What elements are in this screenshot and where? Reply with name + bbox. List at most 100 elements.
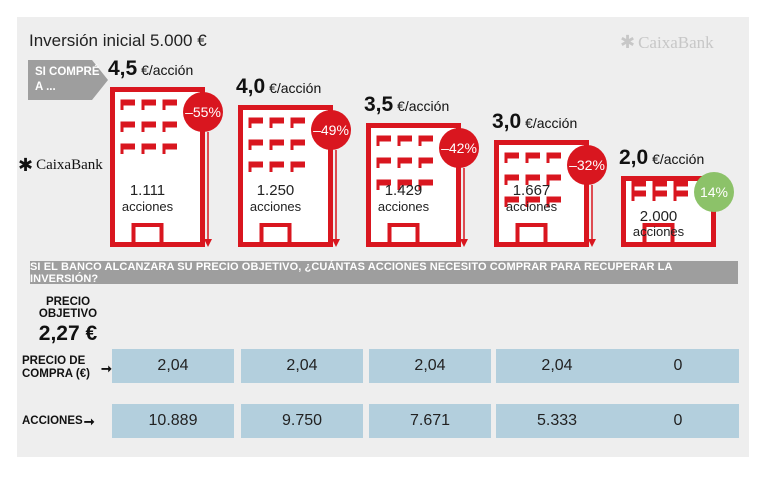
building-window [248, 161, 263, 172]
arrow-right-icon: ➞ [83, 414, 95, 429]
price-label: 2,0 €/acción [619, 146, 704, 170]
building-window [673, 180, 688, 191]
building-window [269, 117, 284, 128]
drop-arrow-head [588, 239, 596, 247]
watermark-logo: ✱ CaixaBank [620, 32, 714, 53]
drop-arrow-head [460, 239, 468, 247]
price-value: 4,0 [236, 75, 266, 98]
building-window [120, 143, 135, 154]
price-unit: €/acción [265, 80, 322, 96]
price-value: 2,0 [619, 146, 649, 169]
building-window [397, 135, 412, 146]
building-window [504, 174, 519, 185]
price-unit: €/acción [137, 62, 194, 78]
building-window [290, 117, 305, 128]
shares-unit: acciones [378, 199, 430, 214]
building-window [162, 121, 177, 132]
building-window [673, 190, 688, 201]
change-badge [183, 92, 223, 132]
change-value: –49% [313, 122, 349, 138]
arrow-right-icon: ➞ [101, 360, 112, 376]
needed-shares-cell: 9.750 [241, 404, 363, 438]
buy-price-cell: 2,04 [112, 349, 234, 383]
building-window [546, 196, 561, 207]
shares-unit: acciones [250, 199, 302, 214]
building-window [652, 190, 667, 201]
caixabank-star-icon: ✱ [620, 32, 636, 52]
buy-price-cell: 2,04 [369, 349, 491, 383]
price-unit: €/acción [648, 151, 705, 167]
price-value: 4,5 [108, 57, 138, 80]
change-badge [567, 145, 607, 185]
arrow-label-line2: A ... [35, 81, 56, 93]
change-badge [311, 110, 351, 150]
building-window [397, 157, 412, 168]
building-window [504, 152, 519, 163]
buy-price-cell: 0 [617, 349, 739, 383]
needed-shares-cell: 5.333 [496, 404, 618, 438]
side-logo: ✱ CaixaBank [18, 155, 103, 176]
change-badge [694, 172, 734, 212]
building-window [248, 117, 263, 128]
target-price-label: PRECIO OBJETIVO [38, 296, 98, 320]
shares-unit: acciones [122, 199, 174, 214]
building-door [259, 223, 292, 245]
question-banner: SI EL BANCO ALCANZARA SU PRECIO OBJETIVO… [30, 261, 738, 285]
building-window [141, 143, 156, 154]
caixabank-star-icon: ✱ [18, 155, 34, 175]
shares-value: 1.111 [130, 182, 165, 199]
building-window [120, 121, 135, 132]
change-value: –55% [185, 104, 221, 120]
building-window [248, 139, 263, 150]
building-window [546, 174, 561, 185]
shares-value: 1.429 [385, 182, 423, 199]
building-window [376, 135, 391, 146]
building-window [504, 196, 519, 207]
side-logo-text: CaixaBank [36, 157, 103, 173]
building-door [515, 223, 548, 245]
building-body [110, 87, 205, 247]
building-window [418, 135, 433, 146]
building-door [131, 223, 164, 245]
price-unit: €/acción [393, 98, 450, 114]
price-unit: €/acción [521, 115, 578, 131]
building-window [141, 99, 156, 110]
needed-shares-cell: 0 [617, 404, 739, 438]
price-label: 4,5 €/acción [108, 57, 193, 81]
building-door [642, 223, 675, 245]
price-value: 3,5 [364, 93, 394, 116]
change-badge [439, 128, 479, 168]
shares-unit: acciones [633, 224, 685, 239]
needed-shares-cell: 10.889 [112, 404, 234, 438]
building-window [162, 143, 177, 154]
drop-arrow-head [204, 239, 212, 247]
buy-price-row-label: PRECIO DE COMPRA (€) ➞ [22, 355, 112, 381]
building-window [525, 174, 540, 185]
building-window [290, 161, 305, 172]
drop-arrow-head [332, 239, 340, 247]
purchase-arrow-label: SI COMPRÉ A ... [28, 60, 108, 100]
shares-unit: acciones [506, 199, 558, 214]
target-price-value: 2,27 € [38, 322, 98, 345]
arrow-label-line1: SI COMPRÉ [35, 66, 100, 78]
building-window [290, 139, 305, 150]
building-window [120, 99, 135, 110]
buy-price-row-text: PRECIO DE COMPRA (€) [22, 355, 90, 380]
needed-shares-cell: 7.671 [369, 404, 491, 438]
price-label: 4,0 €/acción [236, 75, 321, 99]
buy-price-cell: 2,04 [496, 349, 618, 383]
shares-value: 1.667 [513, 182, 551, 199]
change-value: –32% [569, 157, 605, 173]
page-title: Inversión inicial 5.000 € [29, 31, 207, 50]
arrow-shape [28, 60, 108, 100]
building-door [387, 223, 420, 245]
watermark-logo-text: CaixaBank [638, 32, 714, 52]
building-window [141, 121, 156, 132]
price-label: 3,0 €/acción [492, 110, 577, 134]
buildings-chart: 1.111acciones–55%1.250acciones–49%1.429a… [110, 87, 734, 247]
price-label: 3,5 €/acción [364, 93, 449, 117]
